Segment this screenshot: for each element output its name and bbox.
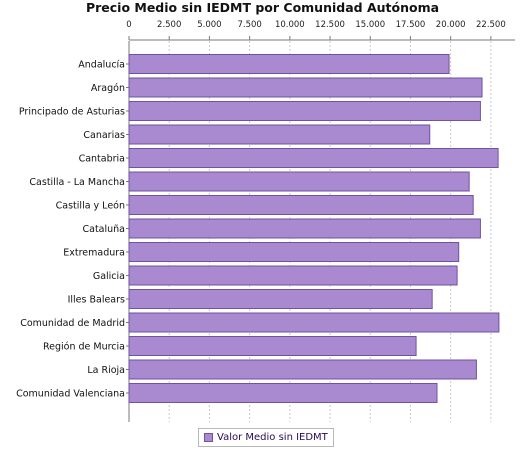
category-label: Principado de Asturias xyxy=(19,107,125,118)
labels-layer: Andalucía Aragón Principado de Asturias Can… xyxy=(16,60,125,400)
x-tick-label: 22.500 xyxy=(476,20,506,30)
category-label: Extremadura xyxy=(63,248,125,259)
category-label: La Rioja xyxy=(87,365,125,376)
category-label: Castilla y León xyxy=(56,201,125,212)
bar xyxy=(128,77,483,98)
bar xyxy=(128,148,499,168)
category-label: Comunidad Valenciana xyxy=(16,389,125,400)
x-tick-label: 15.000 xyxy=(355,20,385,30)
bar xyxy=(128,171,470,192)
category-label: Canarias xyxy=(83,130,125,141)
x-tick-label: 5.000 xyxy=(197,20,221,30)
bar xyxy=(128,195,474,215)
grid-layer xyxy=(168,41,492,422)
legend-swatch xyxy=(204,433,213,442)
bar xyxy=(128,124,431,145)
bar xyxy=(128,359,477,380)
bar xyxy=(128,101,481,121)
category-label: Cantabria xyxy=(79,154,125,165)
chart-title: Precio Medio sin IEDMT por Comunidad Aut… xyxy=(85,0,440,15)
category-label: Región de Murcia xyxy=(43,342,125,353)
bars-layer xyxy=(128,54,500,403)
category-label: Aragón xyxy=(91,83,125,94)
category-label: Illes Balears xyxy=(68,295,125,306)
bar xyxy=(128,218,481,239)
legend: Valor Medio sin IEDMT xyxy=(198,428,334,447)
category-label: Castilla - La Mancha xyxy=(29,177,125,188)
x-tick-label: 2.500 xyxy=(157,20,181,30)
x-tick-label: 10.000 xyxy=(275,20,305,30)
x-tick-label: 20.000 xyxy=(436,20,466,30)
x-tick-label: 17.500 xyxy=(396,20,426,30)
bar xyxy=(128,312,500,333)
bar xyxy=(128,383,438,403)
x-tick-label: 0 xyxy=(126,20,131,30)
category-label: Comunidad de Madrid xyxy=(20,318,125,329)
bar xyxy=(128,265,458,286)
category-label: Cataluña xyxy=(82,224,125,235)
bar xyxy=(128,54,450,74)
bar xyxy=(128,336,417,356)
category-label: Andalucía xyxy=(78,60,125,71)
category-label: Galicia xyxy=(93,271,125,282)
x-tick-label: 12.500 xyxy=(315,20,345,30)
bar xyxy=(128,289,433,309)
legend-label: Valor Medio sin IEDMT xyxy=(217,432,328,443)
bar xyxy=(128,242,460,262)
x-tick-label: 7.500 xyxy=(237,20,261,30)
